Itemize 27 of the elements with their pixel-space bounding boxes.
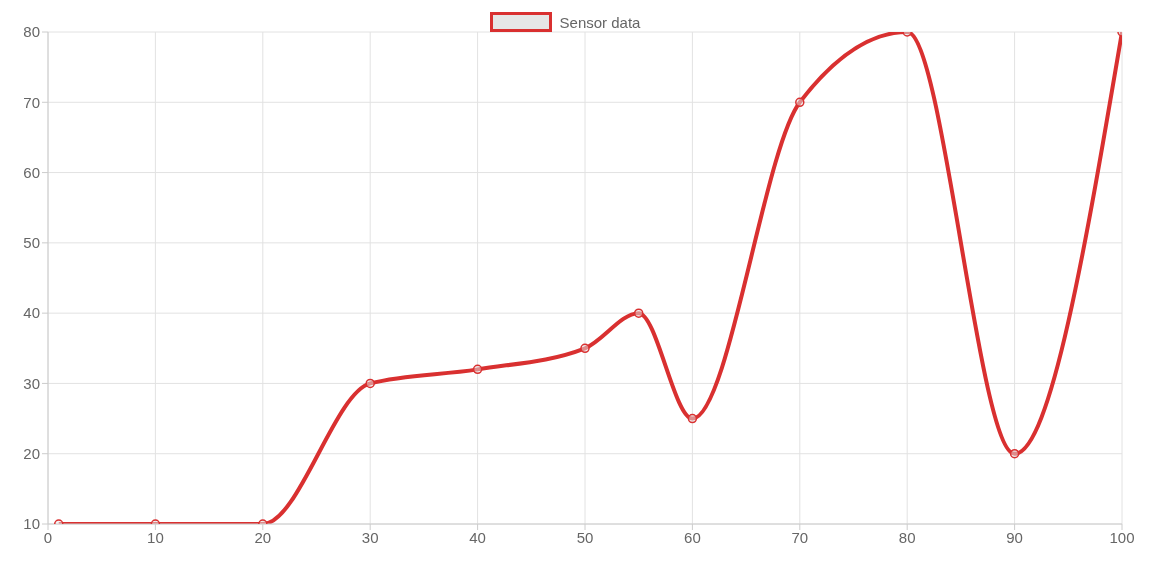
y-tick-label: 30 [23,374,40,392]
point [1009,448,1020,459]
point [795,97,805,108]
y-tick-label: 70 [23,93,40,111]
y-tick-label: 50 [23,234,40,252]
x-tick-label: 0 [43,528,53,546]
x-tick-label: 100 [1109,528,1135,546]
y-tick-label: 20 [23,445,40,463]
x-tick-label: 70 [791,528,809,546]
legend-label: Sensor data [559,13,641,31]
x-tick-label: 20 [254,528,272,546]
point [365,378,375,389]
x-tick-label: 50 [576,528,594,546]
point [687,413,698,424]
point [580,343,590,354]
x-tick-label: 10 [147,528,164,546]
y-tick-label: 10 [23,515,40,533]
y-tick-label: 60 [23,163,40,181]
y-tick-label: 80 [23,23,40,41]
y-tick-label: 40 [23,304,40,322]
x-tick-label: 40 [469,528,486,546]
x-tick-label: 60 [684,528,701,546]
point [633,308,644,318]
point [472,364,483,375]
x-tick-label: 30 [361,528,379,546]
x-tick-label: 80 [898,528,916,546]
x-tick-label: 90 [1006,528,1023,546]
